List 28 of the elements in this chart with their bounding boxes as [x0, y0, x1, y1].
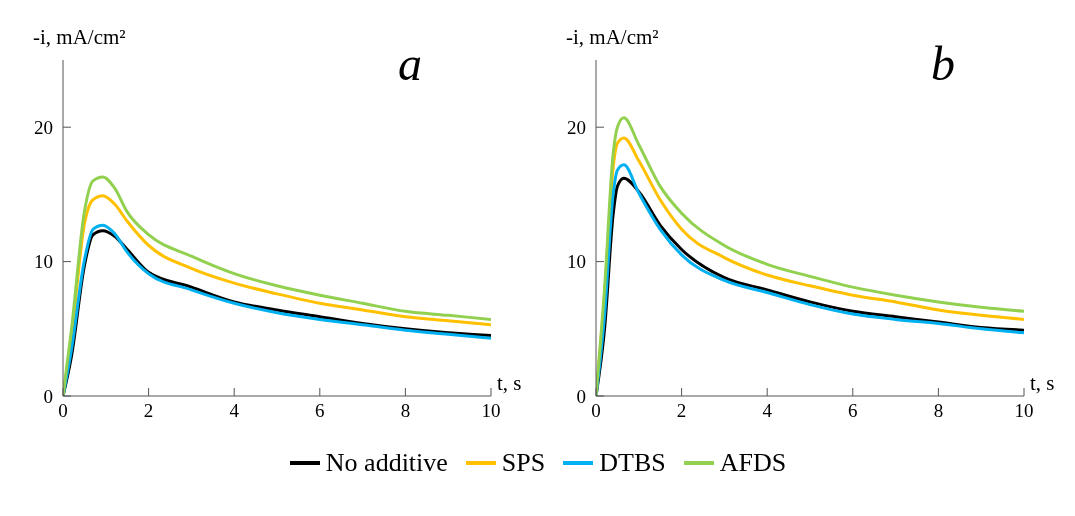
chart-title: a	[398, 36, 422, 91]
legend-label: No additive	[325, 448, 448, 478]
x-tick-label: 0	[591, 400, 601, 422]
legend-label: DTBS	[599, 448, 666, 478]
y-tick-label: 20	[34, 116, 53, 138]
x-tick-label: 2	[676, 400, 687, 422]
y-tick-label: 0	[43, 385, 53, 407]
x-tick-label: 10	[1014, 400, 1034, 422]
y-tick-label: 10	[567, 251, 586, 273]
x-tick-label: 6	[848, 400, 858, 422]
chart-title: b	[931, 36, 955, 91]
legend-label: SPS	[501, 448, 546, 478]
x-tick-label: 10	[481, 400, 501, 422]
y-tick-label: 20	[567, 116, 586, 138]
legend-label: AFDS	[719, 448, 787, 478]
x-axis-title: t, s	[497, 371, 522, 395]
y-tick-label: 10	[34, 251, 53, 273]
y-tick-label: 0	[576, 385, 586, 407]
x-axis-title: t, s	[1030, 371, 1055, 395]
x-tick-label: 4	[229, 400, 240, 422]
x-tick-label: 0	[58, 400, 68, 422]
x-tick-label: 8	[933, 400, 944, 422]
x-tick-label: 4	[762, 400, 773, 422]
y-axis-title: -i, mA/cm²	[566, 25, 659, 49]
x-tick-label: 6	[315, 400, 325, 422]
x-tick-label: 2	[143, 400, 154, 422]
y-axis-title: -i, mA/cm²	[33, 25, 126, 49]
x-tick-label: 8	[400, 400, 411, 422]
